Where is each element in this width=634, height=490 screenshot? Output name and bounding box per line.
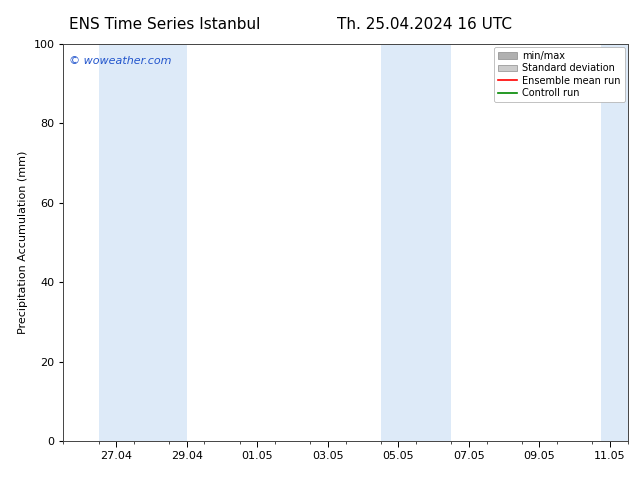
Y-axis label: Precipitation Accumulation (mm): Precipitation Accumulation (mm)	[18, 151, 28, 334]
Text: Th. 25.04.2024 16 UTC: Th. 25.04.2024 16 UTC	[337, 17, 512, 32]
Text: ENS Time Series Istanbul: ENS Time Series Istanbul	[69, 17, 261, 32]
Text: © woweather.com: © woweather.com	[69, 56, 172, 66]
Bar	[601, 44, 628, 441]
Bar	[381, 44, 451, 441]
Legend: min/max, Standard deviation, Ensemble mean run, Controll run: min/max, Standard deviation, Ensemble me…	[494, 47, 624, 102]
Bar	[99, 44, 187, 441]
